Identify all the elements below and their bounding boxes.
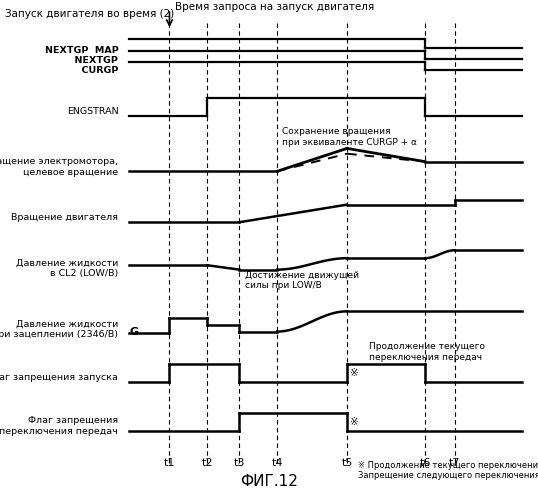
Text: Продолжение текущего
переключения передач: Продолжение текущего переключения переда… — [369, 342, 485, 361]
Text: NEXTGP  MAP
  NEXTGP
  CURGP: NEXTGP MAP NEXTGP CURGP — [45, 46, 118, 76]
Text: Вращение электромотора,
целевое вращение: Вращение электромотора, целевое вращение — [0, 157, 118, 176]
Text: ENGSTRAN: ENGSTRAN — [67, 107, 118, 116]
Text: Время запроса на запуск двигателя: Время запроса на запуск двигателя — [175, 2, 374, 12]
Text: ※: ※ — [350, 368, 358, 378]
Text: Флаг запрещения
переключения передач: Флаг запрещения переключения передач — [0, 416, 118, 436]
Text: t6: t6 — [419, 458, 431, 468]
Text: Вращение двигателя: Вращение двигателя — [11, 214, 118, 222]
Text: ФИГ.12: ФИГ.12 — [240, 474, 298, 489]
Text: Сохранение вращения
при эквиваленте CURGP + α: Сохранение вращения при эквиваленте CURG… — [282, 128, 417, 146]
Text: t4: t4 — [271, 458, 283, 468]
Text: t3: t3 — [233, 458, 245, 468]
Text: Флаг запрещения запуска: Флаг запрещения запуска — [0, 373, 118, 382]
Text: t2: t2 — [201, 458, 213, 468]
Text: t5: t5 — [341, 458, 353, 468]
Text: Давление жидкости
в CL2 (LOW/B): Давление жидкости в CL2 (LOW/B) — [16, 259, 118, 278]
Text: Давление жидкости
при зацеплении (2346/B): Давление жидкости при зацеплении (2346/B… — [0, 319, 118, 338]
Text: t1: t1 — [164, 458, 175, 468]
Text: ※: ※ — [350, 417, 358, 427]
Text: Достижение движущей
силы при LOW/B: Достижение движущей силы при LOW/B — [245, 271, 359, 290]
Text: t7: t7 — [449, 458, 461, 468]
Text: Запуск двигателя во время (2): Запуск двигателя во время (2) — [5, 9, 175, 19]
Text: G: G — [129, 327, 138, 337]
Text: ※ Продолжение текущего переключения передач.
Запрещение следующего переключения : ※ Продолжение текущего переключения пере… — [358, 460, 538, 480]
